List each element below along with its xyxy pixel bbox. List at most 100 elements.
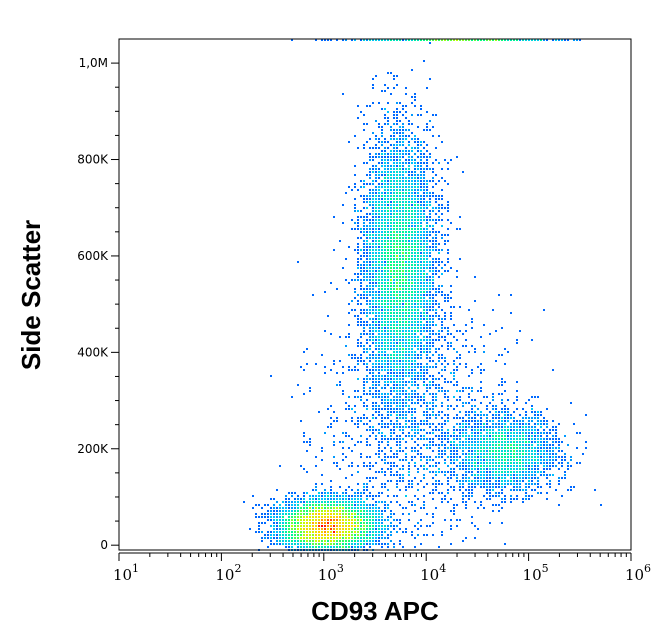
event-point: [426, 225, 428, 227]
event-point: [411, 204, 413, 206]
event-point: [534, 432, 536, 434]
event-point: [330, 333, 332, 335]
event-point: [354, 510, 356, 512]
event-point: [309, 513, 311, 515]
event-point: [483, 414, 485, 416]
event-point: [381, 531, 383, 533]
event-point: [363, 246, 365, 248]
event-point: [429, 279, 431, 281]
event-point: [306, 441, 308, 443]
event-point: [330, 510, 332, 512]
event-point: [405, 312, 407, 314]
event-point: [282, 543, 284, 545]
event-point: [378, 366, 380, 368]
event-point: [408, 396, 410, 398]
event-point: [522, 489, 524, 491]
event-point: [468, 387, 470, 389]
event-point: [537, 441, 539, 443]
event-point: [399, 411, 401, 413]
event-point: [375, 195, 377, 197]
event-point: [369, 312, 371, 314]
event-point: [378, 153, 380, 155]
event-point: [486, 471, 488, 473]
event-point: [411, 354, 413, 356]
event-point: [408, 471, 410, 473]
event-point: [366, 237, 368, 239]
event-point: [438, 39, 440, 41]
event-point: [411, 246, 413, 248]
event-point: [441, 345, 443, 347]
event-point: [384, 174, 386, 176]
event-point: [354, 519, 356, 521]
event-point: [489, 495, 491, 497]
event-point: [534, 450, 536, 452]
event-point: [384, 294, 386, 296]
event-point: [480, 372, 482, 374]
event-point: [444, 264, 446, 266]
event-point: [519, 414, 521, 416]
event-point: [372, 384, 374, 386]
event-point: [531, 435, 533, 437]
event-point: [360, 342, 362, 344]
event-point: [393, 276, 395, 278]
event-point: [348, 354, 350, 356]
event-point: [423, 465, 425, 467]
event-point: [366, 456, 368, 458]
event-point: [393, 201, 395, 203]
event-point: [378, 519, 380, 521]
event-point: [489, 441, 491, 443]
event-point: [498, 504, 500, 506]
event-point: [498, 429, 500, 431]
event-point: [315, 489, 317, 491]
event-point: [390, 159, 392, 161]
event-point: [369, 300, 371, 302]
event-point: [432, 246, 434, 248]
event-point: [417, 303, 419, 305]
event-point: [486, 441, 488, 443]
event-point: [531, 480, 533, 482]
event-point: [273, 528, 275, 530]
event-point: [510, 423, 512, 425]
event-point: [435, 243, 437, 245]
event-point: [366, 123, 368, 125]
event-point: [435, 294, 437, 296]
event-point: [375, 396, 377, 398]
event-point: [525, 444, 527, 446]
event-point: [279, 543, 281, 545]
event-point: [408, 324, 410, 326]
event-point: [405, 411, 407, 413]
event-point: [318, 411, 320, 413]
event-point: [423, 234, 425, 236]
event-point: [381, 336, 383, 338]
event-point: [462, 435, 464, 437]
event-point: [444, 366, 446, 368]
event-point: [447, 477, 449, 479]
event-point: [474, 429, 476, 431]
event-point: [375, 324, 377, 326]
event-point: [435, 486, 437, 488]
event-point: [393, 372, 395, 374]
event-point: [489, 459, 491, 461]
event-point: [426, 126, 428, 128]
event-point: [396, 375, 398, 377]
event-point: [420, 447, 422, 449]
event-point: [372, 156, 374, 158]
event-point: [297, 510, 299, 512]
event-point: [396, 336, 398, 338]
event-point: [408, 177, 410, 179]
event-point: [495, 474, 497, 476]
event-point: [402, 411, 404, 413]
event-point: [465, 387, 467, 389]
event-point: [381, 525, 383, 527]
event-point: [381, 360, 383, 362]
event-point: [423, 414, 425, 416]
event-point: [504, 39, 506, 41]
event-point: [522, 39, 524, 41]
y-tick-label: 200K: [77, 442, 109, 456]
event-point: [414, 525, 416, 527]
event-point: [408, 201, 410, 203]
event-point: [519, 39, 521, 41]
event-point: [276, 537, 278, 539]
event-point: [405, 324, 407, 326]
event-point: [426, 345, 428, 347]
